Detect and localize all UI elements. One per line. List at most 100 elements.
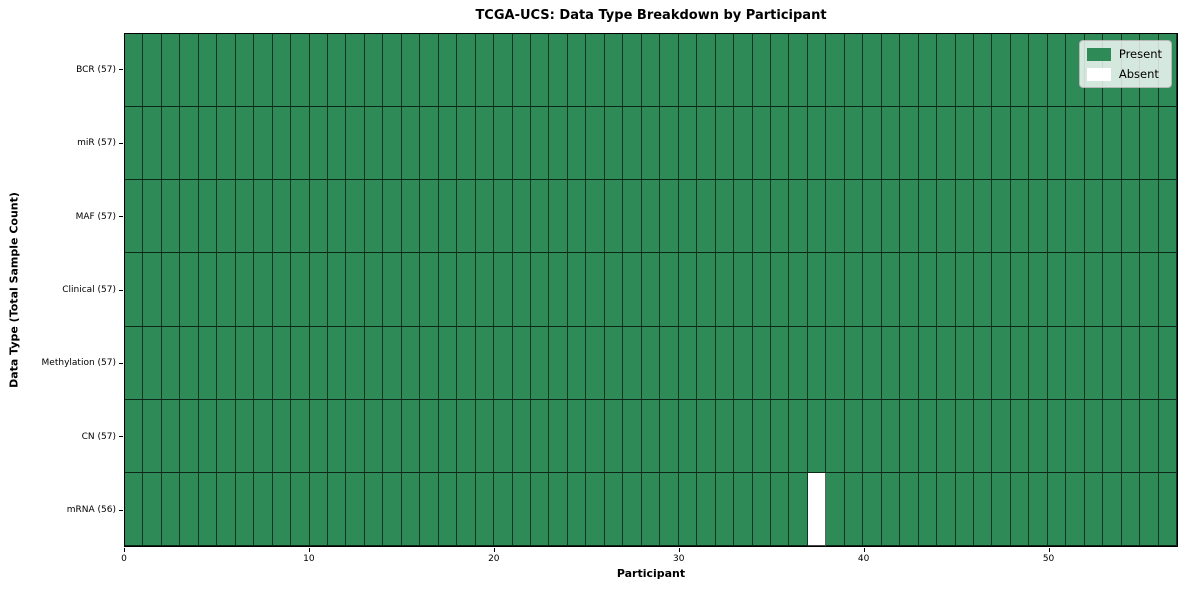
heatmap-cell-mRNA-31 [697,472,716,546]
heatmap-cell-miR-47 [992,107,1011,181]
heatmap-cell-Methylation-7 [254,326,273,400]
heatmap-cell-Clinical-37 [807,253,827,327]
heatmap-cell-mRNA-17 [438,472,458,546]
heatmap-cell-miR-29 [660,107,679,181]
heatmap-cell-BCR-13 [364,34,384,108]
heatmap-cell-BCR-27 [623,34,642,108]
heatmap-cell-Methylation-37 [807,326,827,400]
heatmap-cell-Methylation-35 [770,326,790,400]
heatmap-cell-CN-10 [309,399,329,473]
heatmap-cell-CN-33 [734,399,753,473]
heatmap-cell-CN-37 [807,399,827,473]
heatmap-cell-MAF-45 [955,180,974,254]
heatmap-cell-BCR-3 [180,34,199,108]
heatmap-cell-mRNA-29 [660,472,679,546]
heatmap-cell-Clinical-35 [770,253,790,327]
heatmap-cell-BCR-19 [475,34,495,108]
heatmap-cell-MAF-56 [1158,180,1177,254]
heatmap-cell-miR-20 [494,107,513,181]
x-axis-label: Participant [616,567,686,580]
heatmap-cell-miR-54 [1121,107,1141,181]
heatmap-cell-miR-37 [807,107,827,181]
heatmap-cell-Clinical-32 [715,253,735,327]
heatmap-cell-BCR-15 [401,34,421,108]
heatmap-cell-BCR-32 [715,34,735,108]
heatmap-cell-mRNA-33 [734,472,753,546]
heatmap-cell-CN-32 [715,399,735,473]
heatmap-cell-mRNA-10 [309,472,329,546]
heatmap-cell-Methylation-40 [863,326,882,400]
heatmap-cell-MAF-36 [789,180,808,254]
heatmap-cell-Clinical-17 [438,253,458,327]
heatmap-cell-Clinical-23 [549,253,568,327]
heatmap-cell-CN-11 [328,399,347,473]
heatmap-cell-mRNA-54 [1121,472,1141,546]
heatmap-cell-miR-6 [235,107,255,181]
heatmap-cell-Methylation-45 [955,326,974,400]
ytick-mark-miR [119,142,123,144]
heatmap-cell-MAF-3 [180,180,199,254]
heatmap-cell-MAF-41 [881,180,901,254]
heatmap-cell-CN-56 [1158,399,1177,473]
heatmap-cell-BCR-36 [789,34,808,108]
heatmap-cell-BCR-40 [863,34,882,108]
heatmap-cell-MAF-28 [641,180,661,254]
heatmap-cell-MAF-54 [1121,180,1141,254]
heatmap-cell-mRNA-46 [973,472,993,546]
ytick-mark-CN [119,436,123,438]
xtick-mark-40 [863,548,865,552]
heatmap-cell-CN-16 [420,399,439,473]
ytick-label-Methylation: Methylation (57) [41,358,116,369]
heatmap-cell-MAF-13 [364,180,384,254]
heatmap-cell-miR-35 [770,107,790,181]
heatmap-cell-MAF-1 [143,180,162,254]
heatmap-cell-mRNA-56 [1158,472,1177,546]
heatmap-cell-MAF-11 [328,180,347,254]
xtick-label-10: 10 [303,554,315,564]
heatmap-cell-CN-55 [1140,399,1159,473]
heatmap-cell-Clinical-20 [494,253,513,327]
heatmap-cell-mRNA-48 [1010,472,1030,546]
heatmap-cell-mRNA-49 [1029,472,1048,546]
heatmap-cell-Clinical-31 [697,253,716,327]
heatmap-cell-BCR-49 [1029,34,1048,108]
ytick-label-miR: miR (57) [77,138,116,149]
heatmap-cell-CN-0 [125,399,144,473]
heatmap-cell-BCR-4 [198,34,218,108]
heatmap-cell-CN-2 [161,399,181,473]
heatmap-cell-CN-35 [770,399,790,473]
heatmap-cell-Clinical-33 [734,253,753,327]
heatmap-cell-BCR-18 [457,34,476,108]
heatmap-cell-CN-36 [789,399,808,473]
heatmap-cell-mRNA-16 [420,472,439,546]
heatmap-cell-miR-51 [1066,107,1085,181]
heatmap-cell-Methylation-15 [401,326,421,400]
heatmap-cell-mRNA-37 [807,472,827,546]
heatmap-cell-Methylation-18 [457,326,476,400]
heatmap-cell-Methylation-36 [789,326,808,400]
heatmap-cell-mRNA-26 [604,472,624,546]
heatmap-cell-miR-46 [973,107,993,181]
heatmap-cell-CN-42 [900,399,919,473]
heatmap-cell-MAF-27 [623,180,642,254]
legend-swatch-absent [1086,67,1111,81]
heatmap-cell-Methylation-16 [420,326,439,400]
heatmap-cell-Clinical-16 [420,253,439,327]
heatmap-cell-BCR-50 [1047,34,1067,108]
legend-entry-present: Present [1086,47,1162,61]
heatmap-cell-Clinical-21 [512,253,532,327]
heatmap-cell-BCR-47 [992,34,1011,108]
heatmap-cell-mRNA-22 [531,472,550,546]
heatmap-cell-CN-50 [1047,399,1067,473]
heatmap-cell-Clinical-39 [844,253,864,327]
heatmap-cell-miR-27 [623,107,642,181]
heatmap-cell-CN-28 [641,399,661,473]
heatmap-cell-CN-20 [494,399,513,473]
heatmap-cell-Clinical-34 [752,253,771,327]
heatmap-cell-CN-7 [254,399,273,473]
heatmap-cell-Clinical-1 [143,253,162,327]
heatmap-cell-MAF-4 [198,180,218,254]
heatmap-cell-Methylation-47 [992,326,1011,400]
heatmap-cell-Clinical-52 [1084,253,1104,327]
heatmap-cell-miR-1 [143,107,162,181]
